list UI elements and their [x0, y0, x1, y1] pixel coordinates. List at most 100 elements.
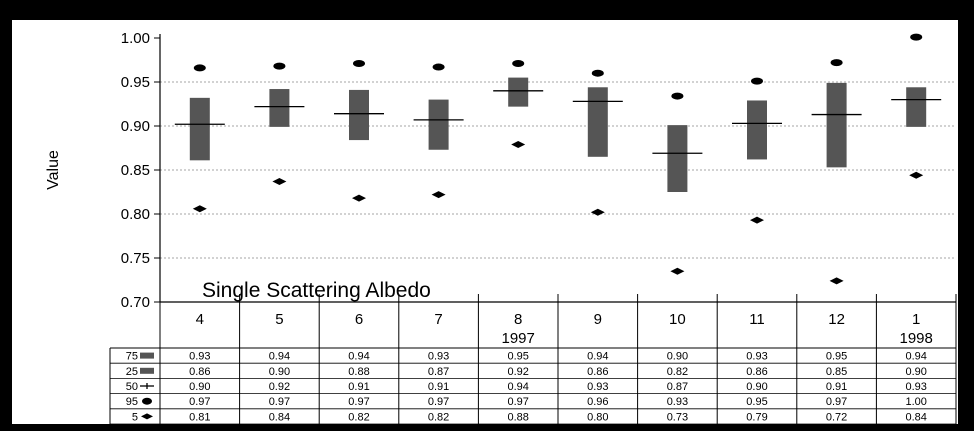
table-cell: 0.87 [667, 381, 688, 393]
table-row-label: 50 [126, 381, 138, 393]
table-cell: 0.97 [348, 396, 369, 408]
table-cell: 0.84 [269, 411, 290, 423]
table-cell: 0.82 [667, 366, 688, 378]
category-label: 12 [828, 311, 845, 328]
table-cell: 0.93 [746, 351, 767, 363]
category-label: 8 [514, 311, 522, 328]
p5-marker [670, 267, 685, 275]
p95-marker [353, 60, 365, 68]
legend-box-glyph [140, 352, 154, 359]
table-cell: 0.87 [428, 366, 449, 378]
table-cell: 0.88 [348, 366, 369, 378]
chart-frame: 1.00 0.95 0.90 0.85 0.80 0.75 0.70 Value Single … [10, 18, 960, 426]
table-cell: 0.84 [905, 411, 926, 423]
table-cell: 0.95 [826, 351, 847, 363]
chart-title: Single Scattering Albedo [202, 279, 431, 302]
table-cell: 0.94 [348, 351, 369, 363]
table-cell: 0.93 [905, 381, 926, 393]
iqr-box [906, 87, 927, 127]
table-cell: 0.97 [826, 396, 847, 408]
table-cell: 0.96 [587, 396, 608, 408]
table-cell: 0.97 [507, 396, 528, 408]
table-cell: 0.97 [428, 396, 449, 408]
table-cell: 0.86 [189, 366, 210, 378]
table-cell: 0.90 [667, 351, 688, 363]
iqr-box [269, 89, 290, 127]
category-year-label: 1998 [900, 330, 933, 347]
box-plot-chart: 1.00 0.95 0.90 0.85 0.80 0.75 0.70 Value Single … [45, 30, 957, 424]
p95-marker [830, 59, 843, 67]
y-axis-label: Value [45, 150, 62, 190]
y-tick-label: 1.00 [121, 30, 150, 47]
table-cell: 0.95 [746, 396, 767, 408]
table-cell: 0.91 [348, 381, 369, 393]
table-cell: 0.82 [348, 411, 369, 423]
iqr-box [587, 87, 608, 157]
table-cell: 0.94 [507, 381, 528, 393]
y-tick-label: 0.75 [121, 250, 150, 267]
table-cell: 0.91 [826, 381, 847, 393]
table-row-label: 95 [126, 396, 138, 408]
iqr-box [349, 89, 369, 141]
p95-marker [432, 63, 445, 71]
p95-marker [273, 62, 286, 70]
table-cell: 0.80 [587, 411, 608, 423]
iqr-box [508, 77, 529, 107]
category-label: 5 [275, 311, 283, 328]
table-cell: 0.82 [428, 411, 449, 423]
table-cell: 0.72 [826, 411, 847, 423]
y-tick-label: 0.85 [121, 162, 150, 179]
p5-marker [590, 208, 605, 216]
p95-marker [910, 33, 923, 41]
iqr-box [189, 97, 210, 161]
p5-marker [511, 140, 526, 148]
table-cell: 0.90 [905, 366, 926, 378]
table-row-label: 75 [126, 351, 138, 363]
p5-marker [909, 171, 924, 179]
category-label: 9 [594, 311, 602, 328]
table-cell: 0.94 [587, 351, 608, 363]
table-cell: 0.95 [507, 351, 528, 363]
p5-marker [829, 277, 844, 285]
category-label: 1 [912, 311, 920, 328]
table-cell: 0.85 [826, 366, 847, 378]
table-cell: 0.92 [507, 366, 528, 378]
y-tick-label: 0.95 [121, 74, 150, 91]
y-tick-label: 0.90 [121, 118, 150, 135]
table-cell: 0.93 [587, 381, 608, 393]
table-cell: 0.92 [269, 381, 290, 393]
table-cell: 0.97 [269, 396, 290, 408]
p95-marker [193, 64, 206, 72]
table-cell: 0.91 [428, 381, 449, 393]
table-cell: 0.86 [587, 366, 608, 378]
y-tick-label: 0.70 [121, 294, 150, 311]
p95-marker [591, 69, 604, 77]
p5-marker [272, 177, 287, 185]
table-cell: 0.93 [189, 351, 210, 363]
p5-marker [431, 191, 446, 199]
table-cell: 0.81 [189, 411, 210, 423]
legend-box-glyph [140, 367, 154, 374]
table-cell: 0.97 [189, 396, 210, 408]
table-cell: 0.73 [667, 411, 688, 423]
table-cell: 0.93 [667, 396, 688, 408]
p95-marker [512, 60, 525, 68]
table-row-label: 5 [132, 411, 138, 423]
iqr-box [428, 99, 449, 150]
table-cell: 0.86 [746, 366, 767, 378]
y-tick-label: 0.80 [121, 206, 150, 223]
table-cell: 0.88 [507, 411, 528, 423]
category-label: 6 [355, 311, 363, 328]
iqr-box [667, 125, 688, 192]
iqr-box [826, 82, 847, 168]
category-year-label: 1997 [502, 330, 535, 347]
legend-p95-glyph [142, 397, 152, 405]
p5-marker [750, 216, 764, 224]
category-label: 4 [196, 311, 204, 328]
iqr-box [747, 100, 767, 160]
p95-marker [751, 77, 763, 85]
table-cell: 0.94 [269, 351, 290, 363]
category-label: 7 [434, 311, 442, 328]
table-row-label: 25 [126, 366, 138, 378]
table-cell: 0.90 [269, 366, 290, 378]
